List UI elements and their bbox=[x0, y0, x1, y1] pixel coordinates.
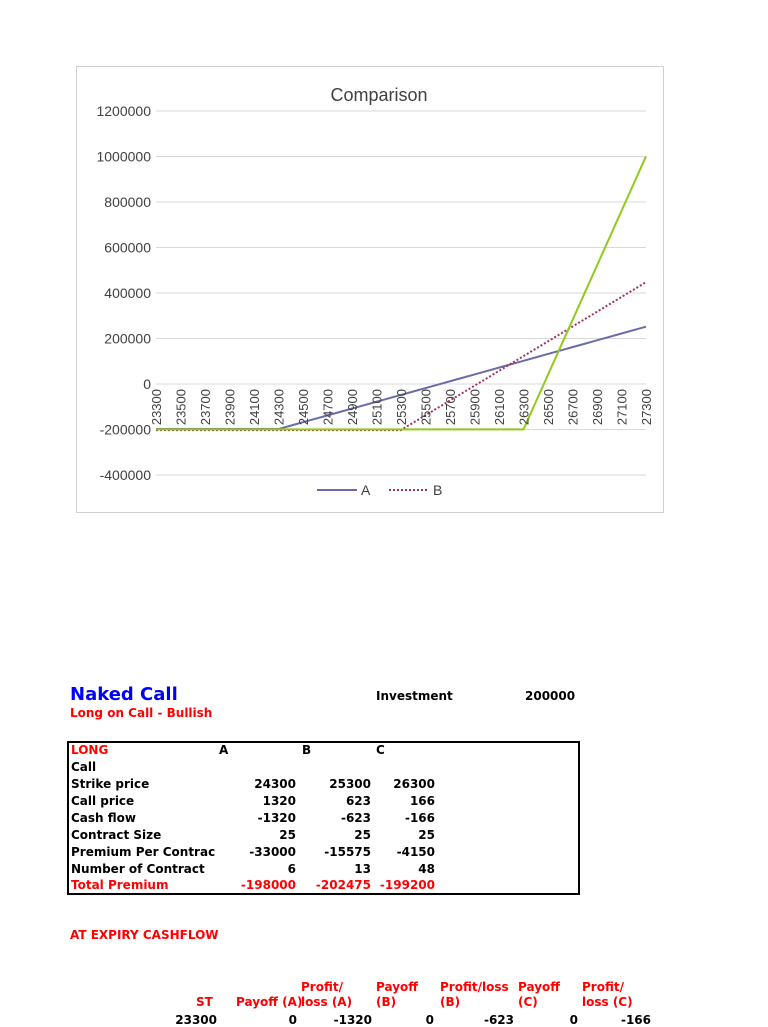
y-tick-label: 600000 bbox=[104, 240, 151, 256]
cell-b: -623 bbox=[340, 811, 371, 825]
cell-a: 24300 bbox=[254, 777, 296, 791]
cell-b: -202475 bbox=[315, 878, 371, 892]
table-row: Contract Size 25 25 25 bbox=[69, 828, 578, 845]
expiry-cell: 0 bbox=[569, 1013, 578, 1027]
expiry-header: Profit/ loss (A) bbox=[301, 980, 353, 1009]
expiry-header: ST bbox=[196, 995, 213, 1009]
x-tick-label: 25700 bbox=[443, 389, 458, 425]
expiry-cell: 0 bbox=[288, 1013, 297, 1027]
expiry-title: AT EXPIRY CASHFLOW bbox=[70, 928, 219, 942]
x-tick-label: 26100 bbox=[492, 389, 507, 425]
y-tick-label: -200000 bbox=[100, 422, 152, 438]
expiry-cell: -166 bbox=[620, 1013, 651, 1027]
cell-a: 25 bbox=[279, 828, 296, 842]
x-tick-label: 23300 bbox=[149, 389, 164, 425]
y-tick-label: 400000 bbox=[104, 285, 151, 301]
cell-c: 26300 bbox=[393, 777, 435, 791]
y-tick-label: 800000 bbox=[104, 194, 151, 210]
x-tick-label: 26900 bbox=[590, 389, 605, 425]
chart-title: Comparison bbox=[330, 85, 427, 105]
cell-c: 48 bbox=[418, 862, 435, 876]
cell-a: -198000 bbox=[240, 878, 296, 892]
legend-label: A bbox=[361, 482, 371, 498]
x-tick-label: 26700 bbox=[566, 389, 581, 425]
table-row: Call bbox=[69, 760, 578, 777]
expiry-header: Profit/loss (B) bbox=[440, 980, 509, 1009]
expiry-cell: 0 bbox=[425, 1013, 434, 1027]
x-tick-label: 23500 bbox=[174, 389, 189, 425]
x-tick-label: 25900 bbox=[468, 389, 483, 425]
expiry-header: Payoff (C) bbox=[518, 980, 560, 1009]
x-tick-label: 26300 bbox=[517, 389, 532, 425]
cell-label: Contract Size bbox=[71, 828, 162, 842]
expiry-cell: 23300 bbox=[175, 1013, 217, 1027]
x-tick-label: 23700 bbox=[198, 389, 213, 425]
header-a: A bbox=[219, 743, 229, 757]
comparison-chart: Comparison 1200000 1000000 800000 600000 400… bbox=[96, 85, 654, 498]
expiry-cell: -1320 bbox=[333, 1013, 372, 1027]
x-tick-label: 25500 bbox=[419, 389, 434, 425]
sheet-title: Naked Call bbox=[70, 684, 178, 705]
expiry-header: Profit/ loss (C) bbox=[582, 980, 633, 1009]
cell-label: Total Premium bbox=[71, 878, 169, 892]
sheet-subtitle: Long on Call - Bullish bbox=[70, 706, 213, 720]
expiry-header: Payoff (B) bbox=[376, 980, 418, 1009]
cell-b: -15575 bbox=[324, 845, 371, 859]
cell-b: 13 bbox=[354, 862, 371, 876]
cell-a: 6 bbox=[287, 862, 296, 876]
cell-c: -199200 bbox=[379, 878, 435, 892]
cell-b: 25300 bbox=[329, 777, 371, 791]
y-tick-label: 200000 bbox=[104, 331, 151, 347]
expiry-cell: -623 bbox=[483, 1013, 514, 1027]
cell-c: -4150 bbox=[396, 845, 435, 859]
cell-label: Strike price bbox=[71, 777, 150, 791]
x-tick-label: 24300 bbox=[272, 389, 287, 425]
cell-label: Call bbox=[71, 760, 97, 774]
legend-label: B bbox=[433, 482, 442, 498]
x-tick-label: 27100 bbox=[615, 389, 630, 425]
table-row: Cash flow -1320 -623 -166 bbox=[69, 811, 578, 828]
cell-label: Premium Per Contrac bbox=[71, 845, 216, 859]
cell-label: Number of Contract bbox=[71, 862, 205, 876]
table-row: Number of Contract 6 13 48 bbox=[69, 862, 578, 879]
cell-a: -1320 bbox=[257, 811, 296, 825]
x-tick-label: 23900 bbox=[223, 389, 238, 425]
x-tick-label: 26500 bbox=[541, 389, 556, 425]
investment-label: Investment bbox=[376, 689, 453, 703]
header-c: C bbox=[376, 743, 385, 757]
table-row: Premium Per Contrac -33000 -15575 -4150 bbox=[69, 845, 578, 862]
cell-a: 1320 bbox=[262, 794, 296, 808]
cell-c: 166 bbox=[409, 794, 435, 808]
x-tick-label: 24100 bbox=[247, 389, 262, 425]
x-tick-label: 24700 bbox=[321, 389, 336, 425]
x-tick-label: 25300 bbox=[394, 389, 409, 425]
table-row-total: Total Premium -198000 -202475 -199200 bbox=[69, 878, 578, 895]
x-tick-label: 25100 bbox=[370, 389, 385, 425]
y-tick-label: 1200000 bbox=[96, 103, 151, 119]
y-tick-label: 0 bbox=[143, 376, 151, 392]
x-tick-label: 24900 bbox=[345, 389, 360, 425]
investment-value: 200000 bbox=[525, 689, 576, 703]
y-tick-label: -400000 bbox=[100, 467, 152, 483]
x-tick-label: 24500 bbox=[296, 389, 311, 425]
expiry-header: Payoff (A) bbox=[236, 995, 303, 1009]
table-header: LONG A B C bbox=[69, 743, 578, 760]
x-tick-label: 27300 bbox=[639, 389, 654, 425]
cell-c: 25 bbox=[418, 828, 435, 842]
table-row: Call price 1320 623 166 bbox=[69, 794, 578, 811]
cell-label: Call price bbox=[71, 794, 135, 808]
cell-b: 623 bbox=[345, 794, 371, 808]
table-row: Strike price 24300 25300 26300 bbox=[69, 777, 578, 794]
cell-c: -166 bbox=[404, 811, 435, 825]
chart: Comparison 1200000 1000000 800000 600000 400… bbox=[76, 66, 664, 513]
y-tick-label: 1000000 bbox=[96, 149, 151, 165]
series-line-series-3 bbox=[156, 155, 647, 431]
header-long: LONG bbox=[71, 743, 109, 757]
header-b: B bbox=[302, 743, 312, 757]
cell-label: Cash flow bbox=[71, 811, 136, 825]
cell-b: 25 bbox=[354, 828, 371, 842]
long-call-table: LONG A B C Call Strike price 24300 25300 263… bbox=[67, 741, 580, 895]
cell-a: -33000 bbox=[249, 845, 296, 859]
